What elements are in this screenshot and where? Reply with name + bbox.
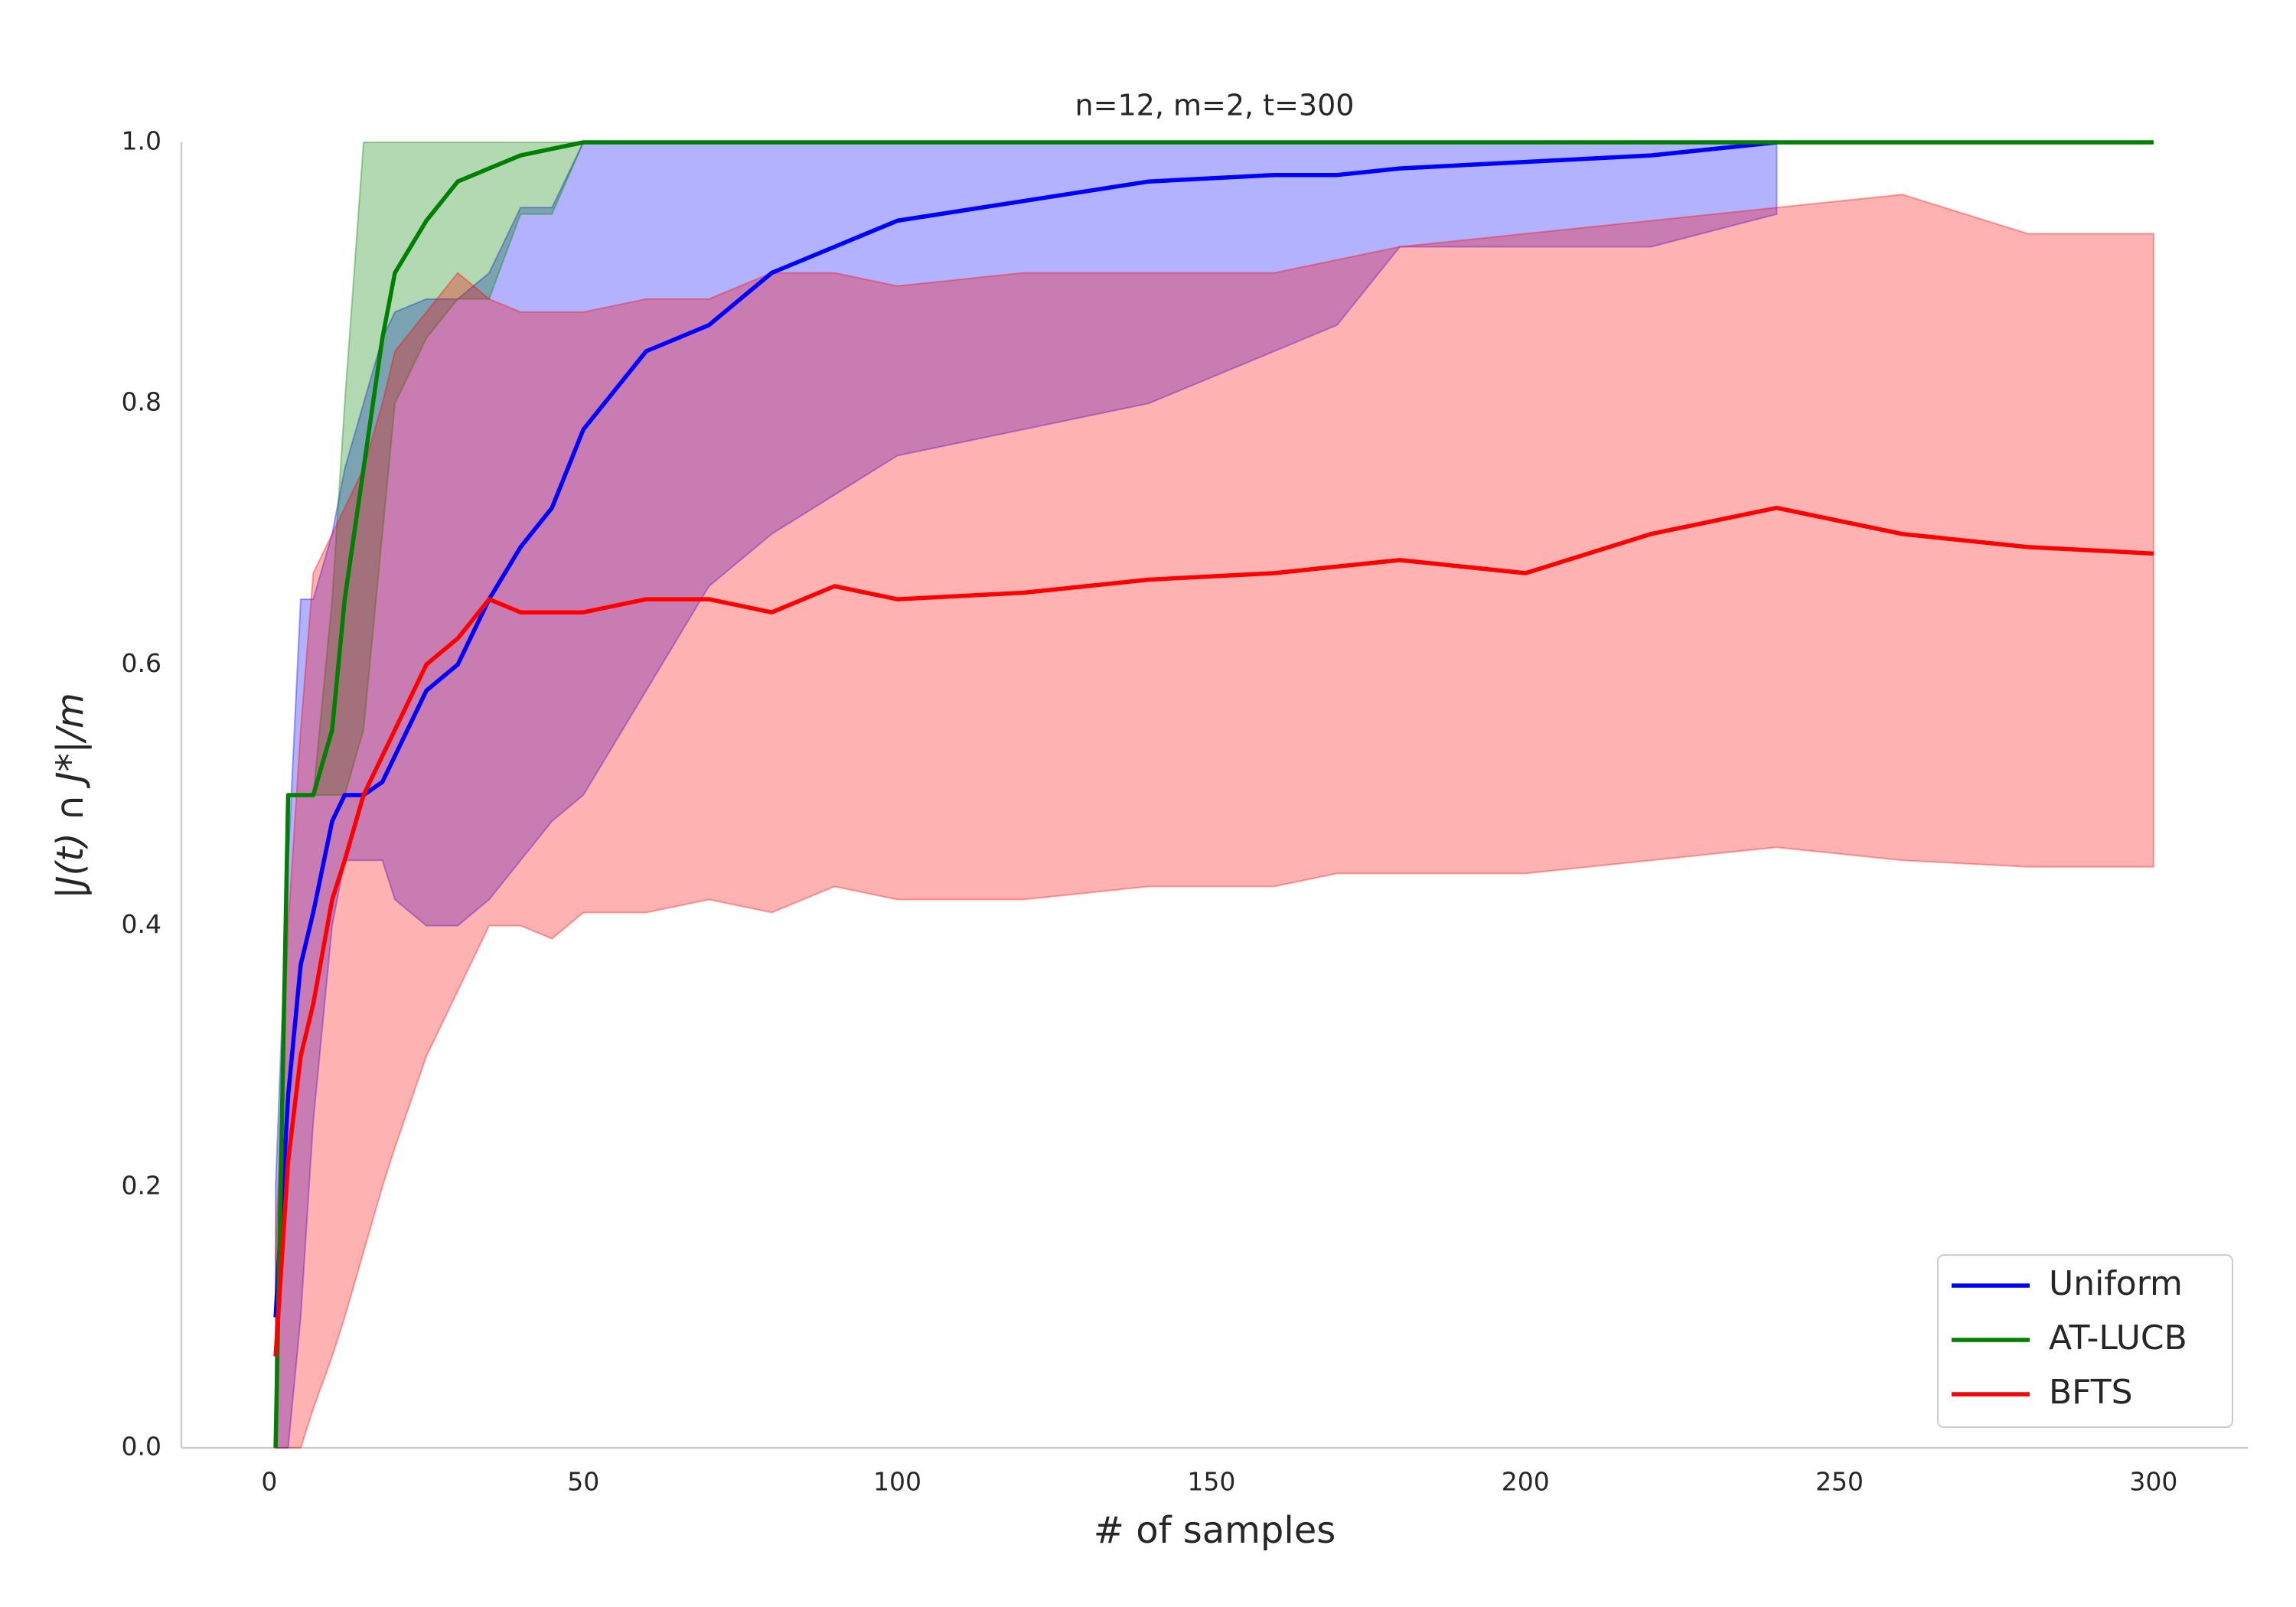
y-tick-label: 0.4 — [122, 909, 161, 939]
x-tick-label: 50 — [567, 1467, 599, 1497]
legend-label: BFTS — [2049, 1373, 2133, 1412]
x-tick-label: 150 — [1187, 1467, 1235, 1497]
legend-label: Uniform — [2049, 1264, 2183, 1303]
legend-label: AT-LUCB — [2049, 1319, 2187, 1358]
x-axis-label: # of samples — [1094, 1509, 1336, 1552]
confidence-band — [275, 142, 2154, 1449]
legend-box — [1937, 1254, 2233, 1428]
mean-line — [273, 140, 2154, 1449]
y-tick-label: 0.0 — [122, 1432, 161, 1462]
x-tick-label: 0 — [261, 1467, 277, 1497]
x-tick-label: 100 — [873, 1467, 921, 1497]
chart-title: n=12, m=2, t=300 — [1075, 89, 1355, 122]
mean-line — [273, 505, 2154, 1357]
y-axis-label: |J(t) ∩ J*|/m — [49, 693, 92, 899]
y-tick-label: 0.2 — [122, 1170, 161, 1200]
confidence-band — [275, 142, 1778, 1449]
x-tick-label: 300 — [2129, 1467, 2177, 1497]
confidence-band — [275, 194, 2154, 1449]
y-tick-label: 1.0 — [122, 126, 161, 156]
x-tick-label: 200 — [1502, 1467, 1550, 1497]
y-tick-label: 0.6 — [122, 648, 161, 678]
mean-line — [273, 140, 1777, 1318]
y-tick-label: 0.8 — [122, 387, 161, 417]
x-tick-label: 250 — [1815, 1467, 1864, 1497]
